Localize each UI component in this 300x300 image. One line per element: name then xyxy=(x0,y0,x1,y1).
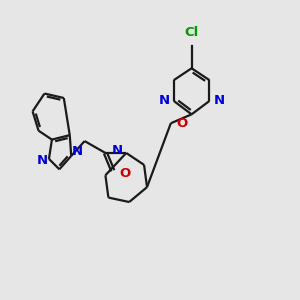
Text: O: O xyxy=(119,167,130,180)
Text: O: O xyxy=(177,117,188,130)
Text: Cl: Cl xyxy=(184,26,199,38)
Text: N: N xyxy=(37,154,48,167)
Text: N: N xyxy=(213,94,224,107)
Text: N: N xyxy=(72,145,83,158)
Text: N: N xyxy=(159,94,170,107)
Text: N: N xyxy=(112,143,123,157)
